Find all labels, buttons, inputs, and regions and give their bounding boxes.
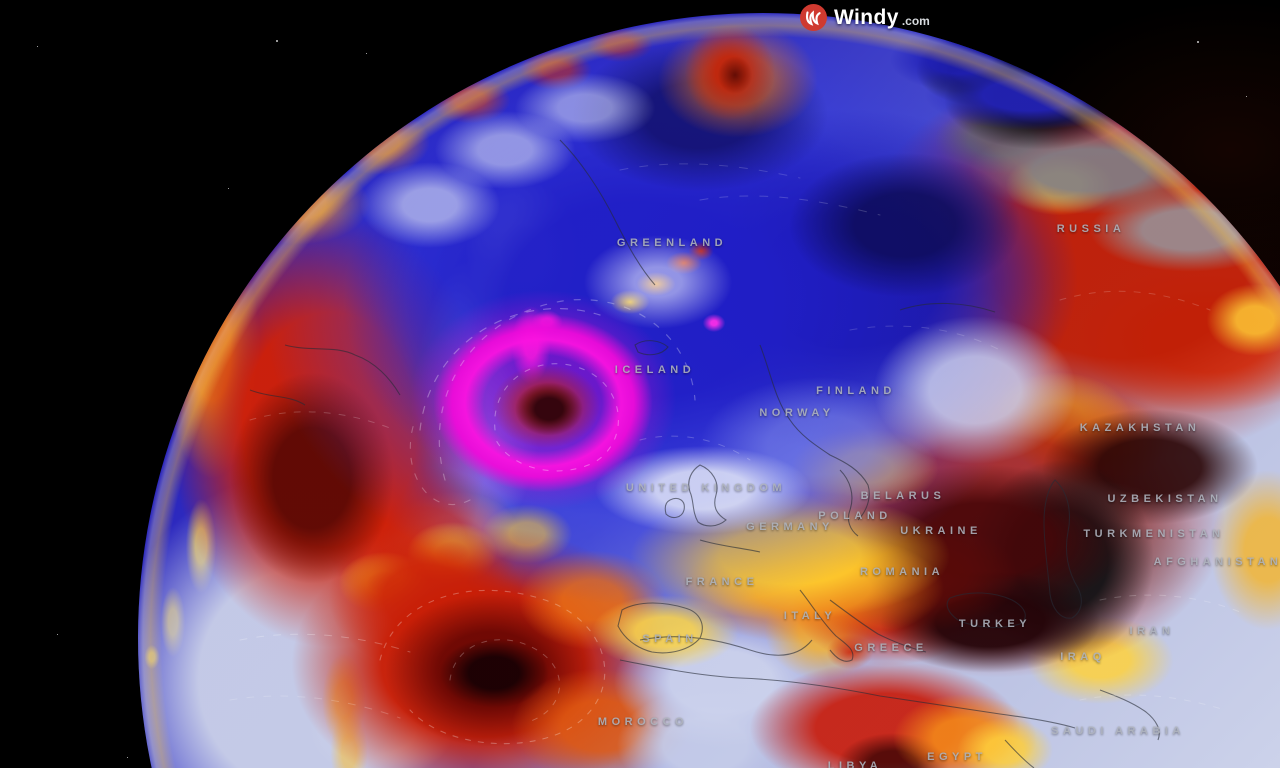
country-label: FRANCE <box>685 576 759 588</box>
star <box>1197 41 1199 43</box>
coastlines <box>249 139 1160 768</box>
country-label: ICELAND <box>614 364 696 376</box>
country-label: SAUDI ARABIA <box>1051 725 1185 737</box>
country-label: GREENLAND <box>616 237 728 249</box>
country-label: UNITED KINGDOM <box>625 482 787 494</box>
windy-logo[interactable]: Windy .com <box>800 4 930 31</box>
country-label: GREECE <box>854 642 928 654</box>
country-label: MOROCCO <box>597 716 689 728</box>
wind-trails <box>229 163 1241 745</box>
country-label: UZBEKISTAN <box>1107 493 1223 505</box>
country-label: LIBYA <box>827 760 883 768</box>
country-label: GERMANY <box>746 521 834 533</box>
star <box>37 46 38 47</box>
star <box>1246 96 1247 97</box>
windy-swirl-icon <box>800 4 827 31</box>
country-label: POLAND <box>818 510 892 522</box>
logo-tld-text: .com <box>901 14 930 28</box>
country-label: RUSSIA <box>1056 223 1126 235</box>
star <box>276 40 278 42</box>
country-label: TURKEY <box>958 618 1032 630</box>
country-label: ITALY <box>783 610 837 622</box>
star <box>127 757 128 758</box>
country-label: IRAQ <box>1060 651 1106 663</box>
country-label: IRAN <box>1129 625 1175 637</box>
country-label: EGYPT <box>927 751 987 763</box>
country-label: TURKMENISTAN <box>1083 528 1225 540</box>
country-label: SPAIN <box>642 633 698 645</box>
country-label: NORWAY <box>759 407 835 419</box>
star <box>366 53 367 54</box>
country-label: BELARUS <box>860 490 946 502</box>
star <box>57 634 58 635</box>
country-label: FINLAND <box>816 385 896 397</box>
country-label: UKRAINE <box>900 525 982 537</box>
country-label: KAZAKHSTAN <box>1079 422 1201 434</box>
country-label: AFGHANISTAN <box>1153 556 1280 568</box>
star <box>228 188 229 189</box>
country-label: ROMANIA <box>859 566 945 578</box>
logo-text: Windy <box>834 5 899 29</box>
